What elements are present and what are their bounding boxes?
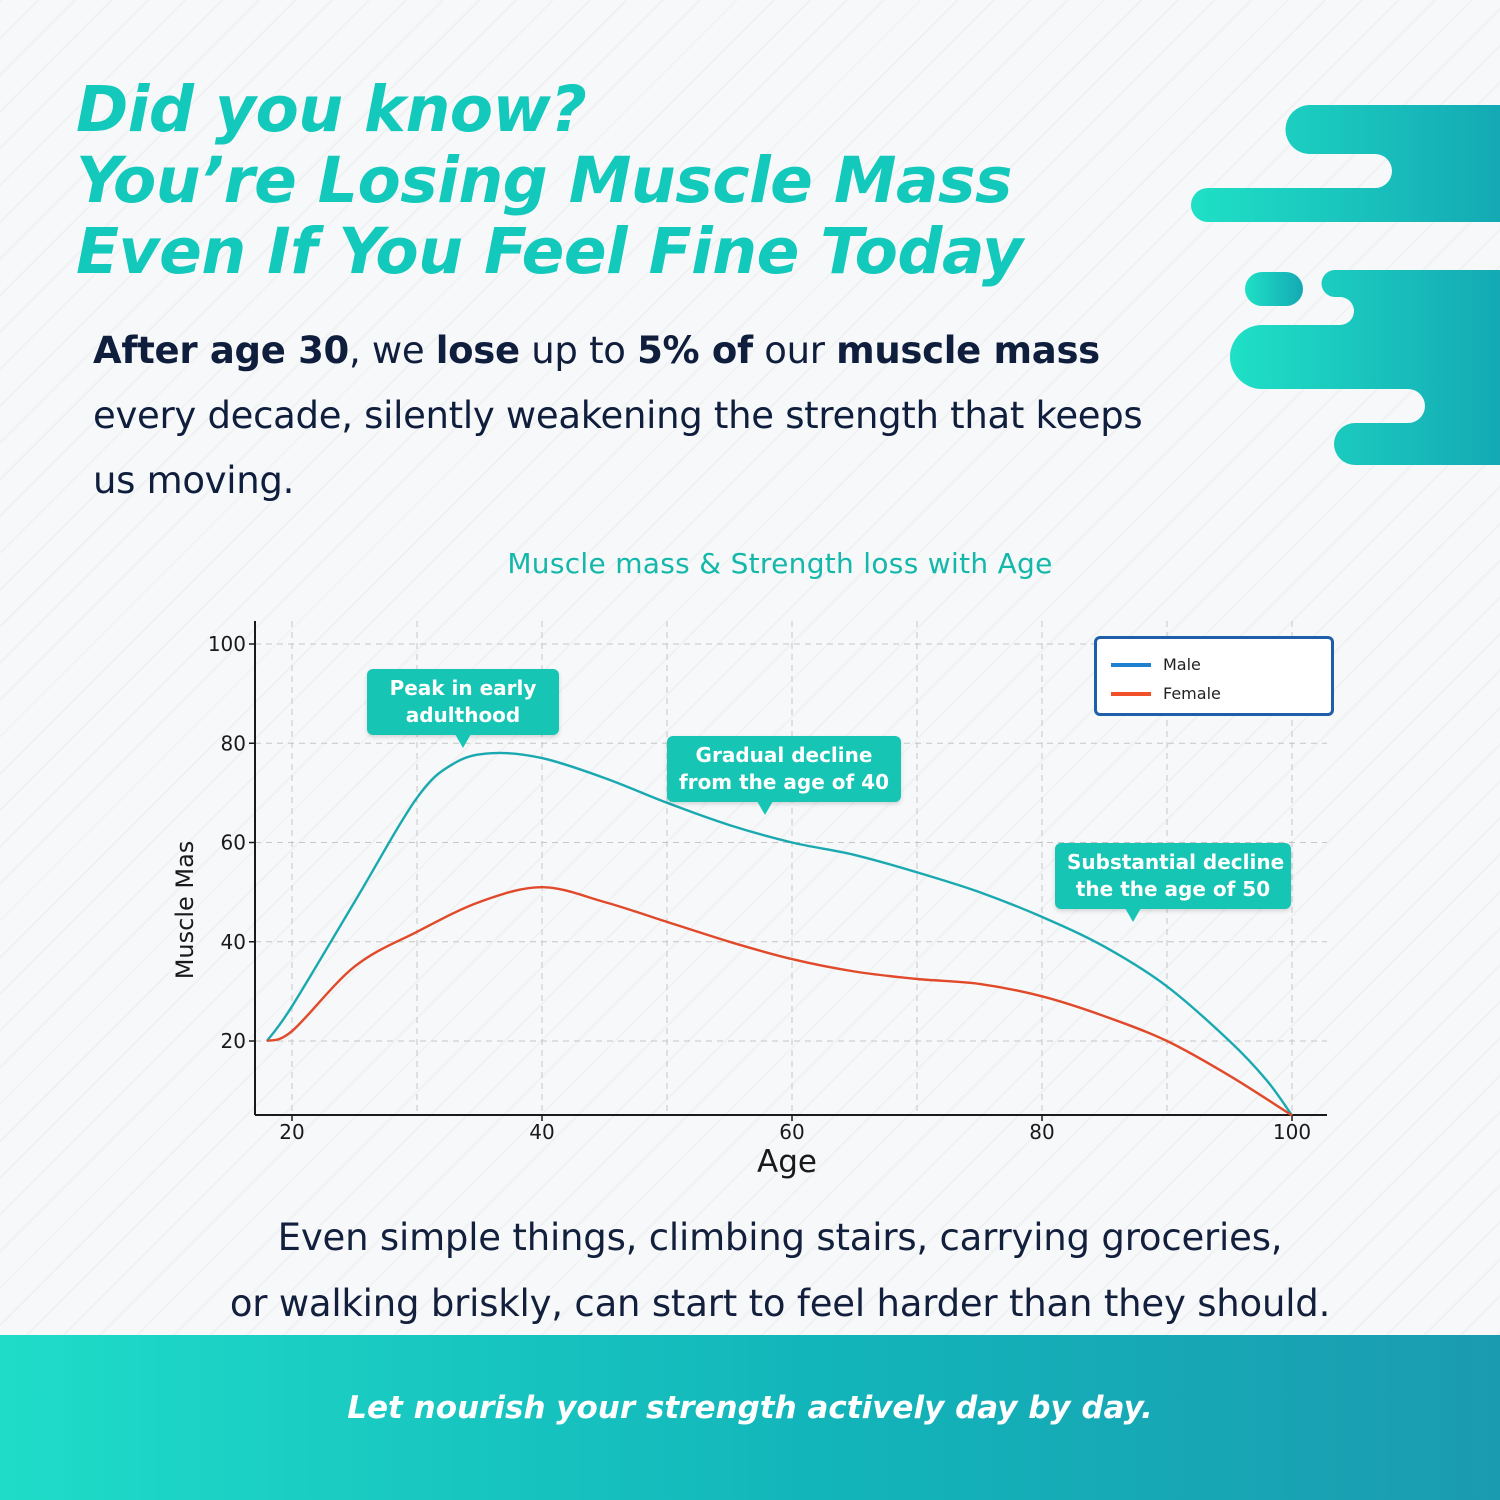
legend-label-male: Male <box>1163 655 1201 674</box>
intro-text-1: , we <box>348 329 436 372</box>
callout-peak: Peak in early adulthood <box>367 669 559 748</box>
y-tick-label: 20 <box>221 1029 246 1053</box>
intro-text-2: up to <box>519 329 638 372</box>
intro-text-3: our <box>752 329 837 372</box>
series-line-female <box>266 886 1293 1117</box>
intro-bold-after-age: After age 30 <box>93 329 349 372</box>
line-chart: 20 40 60 80 100 20 40 60 80 100 Age Muscle Mas <box>171 621 1327 1180</box>
callout-substantial-line-1: Substantial decline <box>1067 850 1285 874</box>
decorative-speed-stripes <box>1191 105 1500 465</box>
x-tick-label: 20 <box>279 1120 304 1144</box>
intro-bold-muscle-mass: muscle mass <box>836 329 1100 372</box>
y-axis-label: Muscle Mas <box>171 841 199 980</box>
intro-text-4: every decade, silently weakening the str… <box>93 394 1143 502</box>
legend-label-female: Female <box>1163 684 1221 703</box>
footer-tagline: Let nourish your strength actively day b… <box>347 1390 1153 1426</box>
closing-text: Even simple things, climbing stairs, car… <box>0 1205 1500 1337</box>
headline-line-1: Did you know? <box>76 73 587 146</box>
headline: Did you know? You’re Losing Muscle Mass … <box>76 74 1023 287</box>
callout-peak-line-2: adulthood <box>405 703 521 727</box>
y-tick-label: 80 <box>221 731 246 755</box>
closing-line-2: or walking briskly, can start to feel ha… <box>229 1282 1331 1325</box>
x-axis-label: Age <box>757 1144 817 1180</box>
closing-line-1: Even simple things, climbing stairs, car… <box>277 1216 1283 1259</box>
x-tick-label: 60 <box>779 1120 804 1144</box>
callout-substantial-decline: Substantial decline the the age of 50 <box>1055 843 1291 922</box>
x-tick-label: 100 <box>1273 1120 1311 1144</box>
intro-paragraph: After age 30, we lose up to 5% of our mu… <box>93 318 1173 513</box>
chart-title: Muscle mass & Strength loss with Age <box>507 547 1053 580</box>
callout-gradual-decline: Gradual decline from the age of 40 <box>667 736 901 815</box>
y-tick-label: 100 <box>208 632 246 656</box>
x-tick-label: 40 <box>529 1120 554 1144</box>
intro-bold-lose: lose <box>435 329 520 372</box>
headline-line-2: You’re Losing Muscle Mass <box>76 144 1013 217</box>
chart-legend: Male Female <box>1094 636 1334 716</box>
legend-item-female: Female <box>1111 684 1221 703</box>
legend-swatch-male <box>1111 662 1151 667</box>
callout-substantial-line-2: the the age of 50 <box>1075 877 1271 901</box>
y-tick-label: 60 <box>221 831 246 855</box>
callout-gradual-line-2: from the age of 40 <box>679 770 890 794</box>
legend-swatch-female <box>1111 691 1151 696</box>
intro-bold-percent: 5% of <box>637 329 753 372</box>
series-line-male <box>266 751 1293 1117</box>
legend-item-male: Male <box>1111 655 1201 674</box>
x-tick-label: 80 <box>1029 1120 1054 1144</box>
headline-line-3: Even If You Feel Fine Today <box>76 215 1023 288</box>
callout-peak-line-1: Peak in early <box>389 676 537 700</box>
y-tick-label: 40 <box>221 930 246 954</box>
callout-gradual-line-1: Gradual decline <box>695 743 873 767</box>
footer-banner: Let nourish your strength actively day b… <box>0 1335 1500 1500</box>
